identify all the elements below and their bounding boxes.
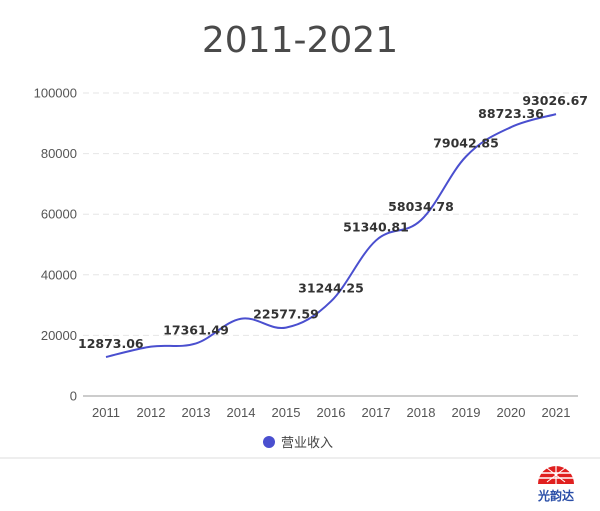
data-label: 31244.25 (298, 280, 364, 295)
y-tick-label: 20000 (41, 328, 77, 343)
logo-text: 光韵达 (537, 488, 574, 503)
legend[interactable]: 营业收入 (263, 436, 333, 451)
x-tick-label: 2012 (137, 405, 166, 420)
x-tick-label: 2020 (497, 405, 526, 420)
legend-label: 营业收入 (281, 436, 333, 451)
x-tick-label: 2011 (92, 405, 120, 420)
sunrise-logo-icon (538, 466, 574, 484)
data-label: 79042.85 (433, 136, 499, 151)
x-tick-label: 2017 (362, 405, 391, 420)
y-tick-label: 0 (70, 389, 77, 404)
y-tick-label: 60000 (41, 207, 77, 222)
data-label: 12873.06 (78, 336, 144, 351)
data-label: 22577.59 (253, 307, 319, 322)
data-label: 93026.67 (522, 93, 588, 108)
x-tick-label: 2014 (227, 405, 256, 420)
x-tick-label: 2018 (407, 405, 436, 420)
y-axis-ticks: 0 20000 40000 60000 80000 100000 (34, 86, 77, 404)
y-tick-label: 100000 (34, 86, 77, 101)
x-tick-label: 2021 (542, 405, 571, 420)
data-label: 17361.49 (163, 322, 229, 337)
legend-marker (263, 436, 275, 448)
data-label: 88723.36 (478, 106, 544, 121)
y-tick-label: 80000 (41, 146, 77, 161)
x-axis-ticks: 2011 2012 2013 2014 2015 2016 2017 2018 2019 2020… (92, 405, 570, 420)
series-line-revenue (105, 113, 557, 358)
chart-title: 2011-2021 (202, 20, 398, 61)
data-labels: 12873.06 17361.49 22577.59 31244.25 51340.81… (78, 93, 588, 351)
brand-logo: 光韵达 (537, 466, 574, 503)
x-tick-label: 2013 (182, 405, 211, 420)
x-tick-label: 2019 (452, 405, 481, 420)
y-tick-label: 40000 (41, 267, 77, 282)
x-tick-label: 2016 (317, 405, 346, 420)
x-tick-label: 2015 (272, 405, 301, 420)
data-label: 51340.81 (343, 219, 409, 234)
grid-lines (83, 92, 578, 336)
data-label: 58034.78 (388, 199, 454, 214)
